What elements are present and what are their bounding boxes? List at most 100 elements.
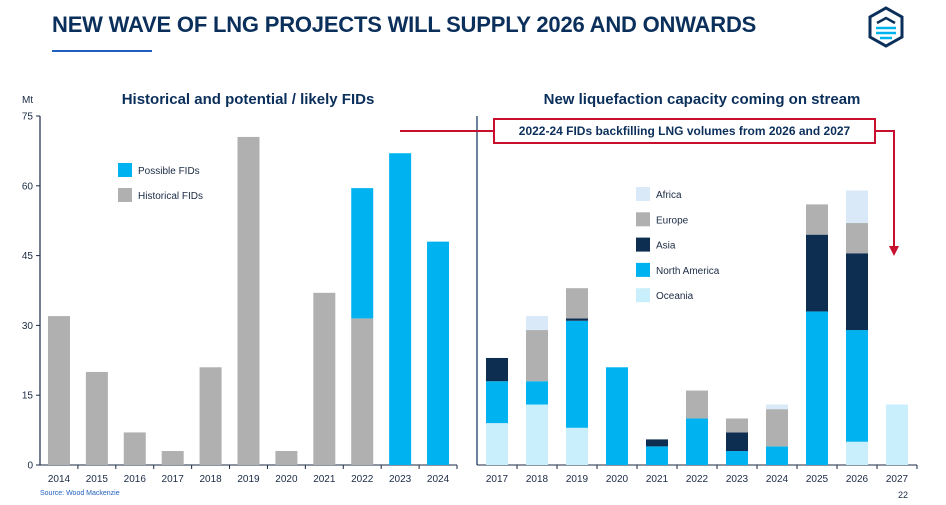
chart-title: Historical and potential / likely FIDs <box>122 91 375 108</box>
callout-arrow <box>400 130 899 256</box>
x-tick-label: 2018 <box>199 474 222 485</box>
y-tick-label: 45 <box>22 251 34 262</box>
title-underline <box>52 50 152 52</box>
page-title: NEW WAVE OF LNG PROJECTS WILL SUPPLY 202… <box>52 12 757 37</box>
bar-possible-fids-2022 <box>351 188 374 319</box>
bar-north-america-2026 <box>846 330 868 442</box>
bar-asia-2023 <box>726 432 748 452</box>
bar-north-america-2017 <box>486 381 508 424</box>
bar-europe-2024 <box>766 409 788 447</box>
bar-africa-2024 <box>766 404 788 410</box>
x-tick-label: 2020 <box>275 474 298 485</box>
legend-swatch-possible-fids <box>118 163 132 177</box>
legend-swatch-europe <box>636 212 650 227</box>
bar-historical-fids-2019 <box>237 136 260 465</box>
y-tick-label: 0 <box>27 461 33 472</box>
legend-swatch-historical-fids <box>118 188 132 202</box>
x-tick-label: 2016 <box>124 474 147 485</box>
bar-north-america-2025 <box>806 311 828 465</box>
bar-historical-fids-2018 <box>199 367 222 465</box>
bar-europe-2018 <box>526 330 548 382</box>
bar-africa-2018 <box>526 316 548 331</box>
bar-oceania-2018 <box>526 404 548 465</box>
x-tick-label: 2025 <box>806 474 829 485</box>
chart-title: New liquefaction capacity coming on stre… <box>544 91 861 108</box>
x-tick-label: 2020 <box>606 474 629 485</box>
bar-europe-2019 <box>566 288 588 319</box>
bar-north-america-2021 <box>646 446 668 465</box>
arrow-head-icon <box>889 246 899 256</box>
y-tick-label: 30 <box>22 321 34 332</box>
y-tick-label: 75 <box>22 112 34 123</box>
bar-europe-2025 <box>806 204 828 235</box>
bar-oceania-2027 <box>886 404 908 465</box>
x-tick-label: 2017 <box>486 474 509 485</box>
x-tick-label: 2023 <box>389 474 412 485</box>
legend-swatch-oceania <box>636 288 650 303</box>
source-note: Source: Wood Mackenzie <box>40 490 120 497</box>
callout-arrow-line <box>876 130 895 248</box>
x-tick-label: 2027 <box>886 474 909 485</box>
fids-chart: Historical and potential / likely FIDs 0 1… <box>22 91 458 485</box>
bar-asia-2017 <box>486 357 508 382</box>
bar-north-america-2024 <box>766 446 788 465</box>
x-tick-label: 2026 <box>846 474 869 485</box>
bar-north-america-2020 <box>606 367 628 465</box>
legend-label-asia: Asia <box>656 241 676 252</box>
legend-swatch-asia <box>636 237 650 252</box>
bar-historical-fids-2022 <box>351 318 374 465</box>
legend-swatch-north-america <box>636 262 650 277</box>
bar-europe-2026 <box>846 223 868 254</box>
legend-label-africa: Africa <box>656 190 682 201</box>
bar-asia-2025 <box>806 234 828 312</box>
x-tick-label: 2022 <box>351 474 374 485</box>
bar-north-america-2019 <box>566 320 588 428</box>
page-number: 22 <box>898 490 909 500</box>
bar-north-america-2023 <box>726 451 748 465</box>
y-tick-label: 60 <box>22 181 34 192</box>
y-axis-label: Mt <box>22 95 33 106</box>
bar-historical-fids-2017 <box>161 451 184 465</box>
capacity-chart: New liquefaction capacity coming on stre… <box>476 91 918 485</box>
bar-north-america-2022 <box>686 418 708 465</box>
bar-asia-2026 <box>846 253 868 331</box>
x-tick-label: 2019 <box>237 474 260 485</box>
x-tick-label: 2017 <box>162 474 185 485</box>
bar-historical-fids-2021 <box>313 292 336 465</box>
bar-historical-fids-2016 <box>123 432 146 465</box>
callout-box: 2022-24 FIDs backfilling LNG volumes fro… <box>493 118 876 144</box>
bar-europe-2022 <box>686 390 708 419</box>
x-tick-label: 2021 <box>646 474 669 485</box>
bar-oceania-2017 <box>486 423 508 465</box>
legend-swatch-africa <box>636 187 650 201</box>
bar-asia-2021 <box>646 439 668 447</box>
legend-label-possible-fids: Possible FIDs <box>138 166 200 177</box>
legend-label-historical-fids: Historical FIDs <box>138 191 203 202</box>
bar-africa-2026 <box>846 190 868 224</box>
bar-historical-fids-2015 <box>85 371 108 465</box>
x-tick-label: 2018 <box>526 474 549 485</box>
x-tick-label: 2021 <box>313 474 336 485</box>
x-tick-label: 2019 <box>566 474 589 485</box>
legend-label-europe: Europe <box>656 215 689 226</box>
bar-possible-fids-2024 <box>427 241 450 465</box>
bar-historical-fids-2020 <box>275 451 298 465</box>
x-tick-label: 2023 <box>726 474 749 485</box>
x-tick-label: 2014 <box>48 474 71 485</box>
legend-label-oceania: Oceania <box>656 291 694 302</box>
bar-historical-fids-2014 <box>47 316 70 465</box>
bar-oceania-2026 <box>846 441 868 465</box>
x-tick-label: 2024 <box>766 474 789 485</box>
company-logo <box>868 6 904 48</box>
bar-oceania-2019 <box>566 427 588 465</box>
bar-north-america-2018 <box>526 381 548 405</box>
x-tick-label: 2022 <box>686 474 709 485</box>
bar-asia-2019 <box>566 318 588 321</box>
legend-label-north-america: North America <box>656 266 720 277</box>
y-tick-label: 15 <box>22 391 34 402</box>
bar-europe-2023 <box>726 418 748 433</box>
x-tick-label: 2024 <box>427 474 450 485</box>
bar-possible-fids-2023 <box>389 153 412 465</box>
x-tick-label: 2015 <box>86 474 109 485</box>
